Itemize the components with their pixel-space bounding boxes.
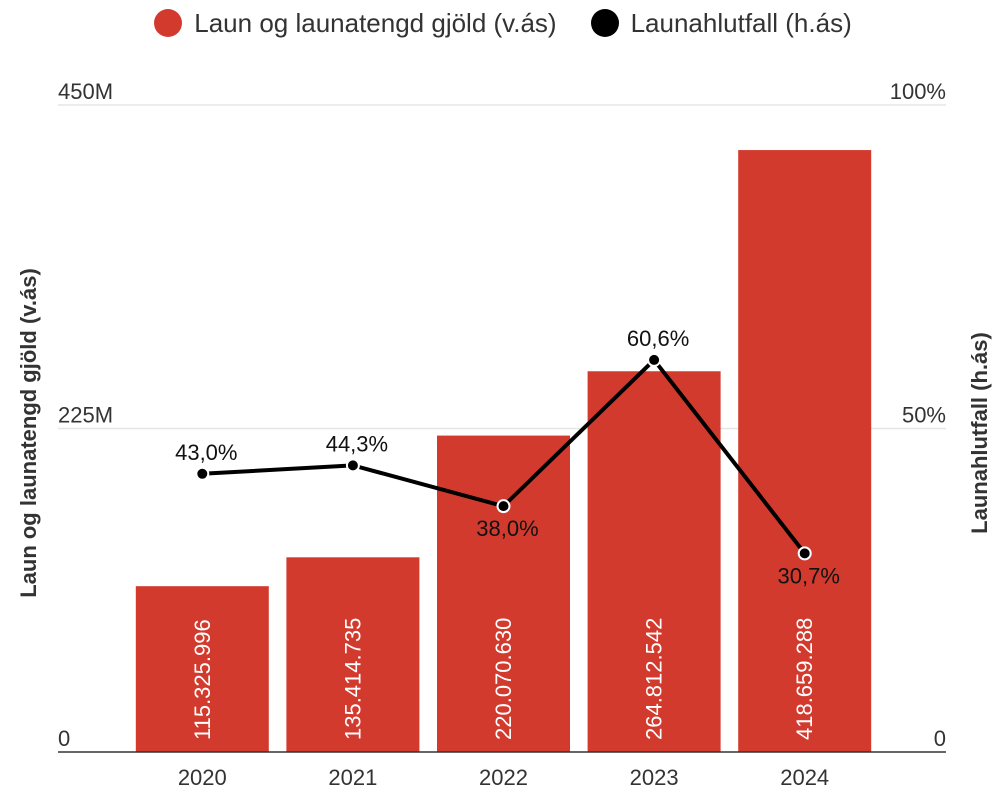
bar-data-label: 264.812.542 — [642, 618, 667, 740]
bar — [738, 150, 872, 752]
line-point — [496, 499, 511, 514]
y-axis-right-tick-label: 0 — [934, 726, 946, 751]
legend-label-bar-series: Laun og launatengd gjöld (v.ás) — [194, 7, 557, 38]
x-axis-tick-label: 2024 — [780, 765, 829, 790]
x-axis-tick-label: 2021 — [328, 765, 377, 790]
line-layer: 43,0% 44,3% 38,0% 60,6% 30,7% — [175, 326, 840, 588]
bar — [437, 435, 570, 752]
bar — [135, 586, 269, 752]
bar-data-label: 135.414.735 — [340, 618, 365, 740]
line-point — [797, 546, 812, 561]
bar — [286, 557, 420, 752]
line-point — [647, 352, 662, 367]
legend: Laun og launatengd gjöld (v.ás) Launahlu… — [0, 3, 1006, 43]
legend-marker-bar-series — [154, 9, 183, 37]
legend-item-line-series[interactable]: Launahlutfall (h.ás) — [590, 7, 852, 39]
y-axis-left-tick-label: 450M — [58, 79, 113, 104]
y-axis-left-tick-label: 0 — [58, 726, 70, 751]
y-axis-left-tick-label: 225M — [58, 403, 113, 428]
x-axis-tick-label: 2020 — [178, 765, 227, 790]
bar-layer: 115.325.996 135.414.735 220.070.630 264.812… — [135, 150, 872, 752]
bar-data-label: 220.070.630 — [491, 618, 516, 740]
bar-data-label: 115.325.996 — [190, 619, 215, 740]
line-point — [345, 458, 360, 473]
y-axis-right-title: Launahlutfall (h.ás) — [967, 332, 992, 534]
y-axis-left-title: Laun og launatengd gjöld (v.ás) — [16, 268, 41, 598]
x-axis-tick-label: 2023 — [630, 765, 679, 790]
legend-item-bar-series[interactable]: Laun og launatengd gjöld (v.ás) — [154, 7, 557, 39]
legend-marker-line-series — [590, 9, 619, 37]
line-data-label: 38,0% — [476, 516, 538, 541]
x-axis-tick-label: 2022 — [479, 765, 528, 790]
bar-data-label: 418.659.288 — [792, 618, 817, 740]
y-axis-right-tick-label: 50% — [902, 403, 946, 428]
line-data-label: 60,6% — [627, 326, 689, 351]
axis-layer: 0 225M 450M 0 50% 100% 2020 2021 2022 2023 2024 — [58, 79, 946, 790]
line-data-label: 30,7% — [778, 563, 840, 588]
y-axis-right-tick-label: 100% — [890, 79, 946, 104]
line-data-label: 43,0% — [175, 440, 237, 465]
line-data-label: 44,3% — [326, 431, 388, 456]
line-point — [195, 466, 210, 481]
legend-label-line-series: Launahlutfall (h.ás) — [630, 7, 852, 38]
bar — [587, 371, 721, 752]
